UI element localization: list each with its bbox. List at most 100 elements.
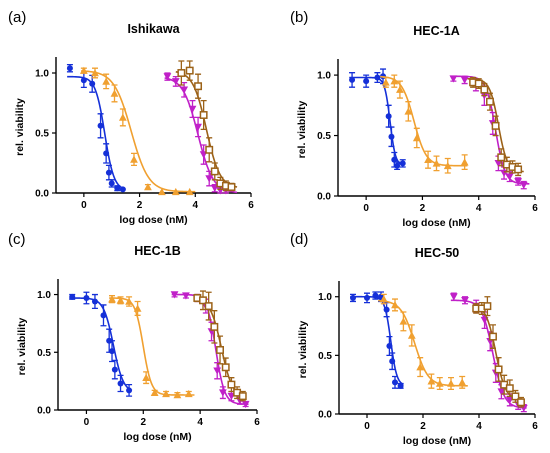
x-tick-label: 2 (420, 203, 426, 214)
data-point (205, 145, 214, 154)
x-axis-label: log dose (nM) (402, 217, 470, 229)
data-point (396, 85, 404, 93)
data-point (349, 76, 356, 83)
x-tick-label: 6 (254, 417, 260, 428)
data-point (79, 66, 88, 74)
data-point (133, 304, 142, 312)
x-tick-label: 6 (248, 200, 254, 211)
panel-label: (b) (290, 9, 308, 26)
data-point (494, 160, 503, 168)
data-point (97, 122, 104, 129)
data-point (392, 379, 398, 386)
data-point (118, 113, 127, 121)
data-point (163, 73, 172, 81)
data-point (182, 292, 190, 300)
data-point (205, 175, 214, 183)
data-point (171, 78, 180, 86)
x-tick-label: 4 (193, 200, 199, 211)
data-point (91, 69, 99, 77)
data-point (108, 295, 116, 303)
y-tick-label: 0.0 (35, 189, 49, 200)
series-magenta (163, 72, 238, 195)
data-point (126, 387, 133, 394)
data-point (180, 86, 189, 94)
panel-label: (d) (290, 231, 308, 248)
data-point (388, 133, 395, 140)
data-point (391, 156, 398, 163)
data-point (458, 378, 467, 386)
data-point (389, 358, 396, 365)
data-point (241, 400, 250, 409)
data-point (427, 377, 436, 385)
fit-curve (67, 75, 126, 191)
chart-title: HEC-1B (134, 244, 181, 258)
x-tick-label: 0 (81, 200, 87, 211)
data-point (188, 105, 197, 113)
data-point (69, 293, 76, 300)
y-tick-label: 1.0 (318, 292, 332, 303)
data-point (213, 367, 222, 375)
x-tick-label: 4 (476, 203, 482, 214)
data-point (363, 78, 370, 85)
series-brown (467, 76, 524, 177)
data-point (204, 302, 213, 311)
x-tick-label: 6 (532, 421, 538, 432)
data-point (460, 76, 469, 84)
y-tick-label: 1.0 (37, 290, 51, 301)
data-point (514, 178, 523, 186)
data-point (364, 294, 370, 301)
fit-curve (81, 70, 196, 193)
x-tick-label: 4 (476, 421, 482, 432)
series-orange (378, 293, 468, 391)
data-point (449, 293, 458, 301)
data-point (102, 77, 111, 85)
data-point (416, 363, 425, 371)
data-point (194, 123, 202, 131)
series-blue (349, 68, 406, 171)
panel-hec-50: (d) HEC-50 0 2 4 6 0.0 0.5 1.0 log dose (nM) rel.… (290, 231, 538, 447)
data-point (170, 291, 179, 299)
y-tick-label: 0.0 (317, 192, 331, 203)
data-point (194, 82, 203, 91)
data-point (447, 379, 455, 387)
data-point (80, 77, 87, 84)
data-point (505, 173, 514, 181)
data-point (238, 392, 247, 401)
data-point (412, 134, 421, 142)
data-point (372, 292, 379, 299)
y-axis-label: rel. viability (297, 320, 309, 378)
data-point (100, 312, 107, 319)
data-point (486, 97, 494, 106)
data-point (177, 69, 186, 77)
x-tick-label: 2 (141, 417, 147, 428)
x-axis-label: log dose (nM) (123, 431, 191, 443)
x-tick-label: 6 (532, 203, 538, 214)
data-point (432, 159, 441, 167)
data-point (105, 169, 112, 176)
chart-title: HEC-50 (415, 246, 460, 260)
data-point (109, 348, 116, 355)
data-point (114, 185, 121, 192)
data-point (142, 373, 151, 381)
data-point (144, 183, 152, 191)
series-blue (350, 291, 404, 389)
data-point (461, 296, 469, 305)
data-point (184, 389, 193, 398)
y-axis-label: rel. viability (16, 317, 28, 375)
panel-label: (c) (8, 231, 26, 248)
data-point (386, 342, 393, 349)
panel-hec-1a: (b) HEC-1A 0 2 4 6 0.0 0.5 1.0 log dose (nM) rel.… (290, 9, 538, 229)
y-tick-label: 0.5 (35, 129, 49, 140)
data-point (443, 161, 452, 170)
data-point (66, 65, 73, 72)
data-point (407, 331, 416, 339)
data-point (494, 365, 503, 374)
x-axis-label: log dose (nM) (403, 435, 471, 447)
data-point (150, 388, 159, 396)
data-point (480, 85, 489, 94)
series-orange (79, 66, 196, 196)
data-point (511, 392, 520, 401)
data-point (185, 187, 194, 196)
y-tick-label: 0.5 (318, 351, 332, 362)
panel-hec-1b: (c) HEC-1B 0 2 4 6 0.0 0.5 1.0 log dose (nM) rel.… (8, 231, 260, 443)
